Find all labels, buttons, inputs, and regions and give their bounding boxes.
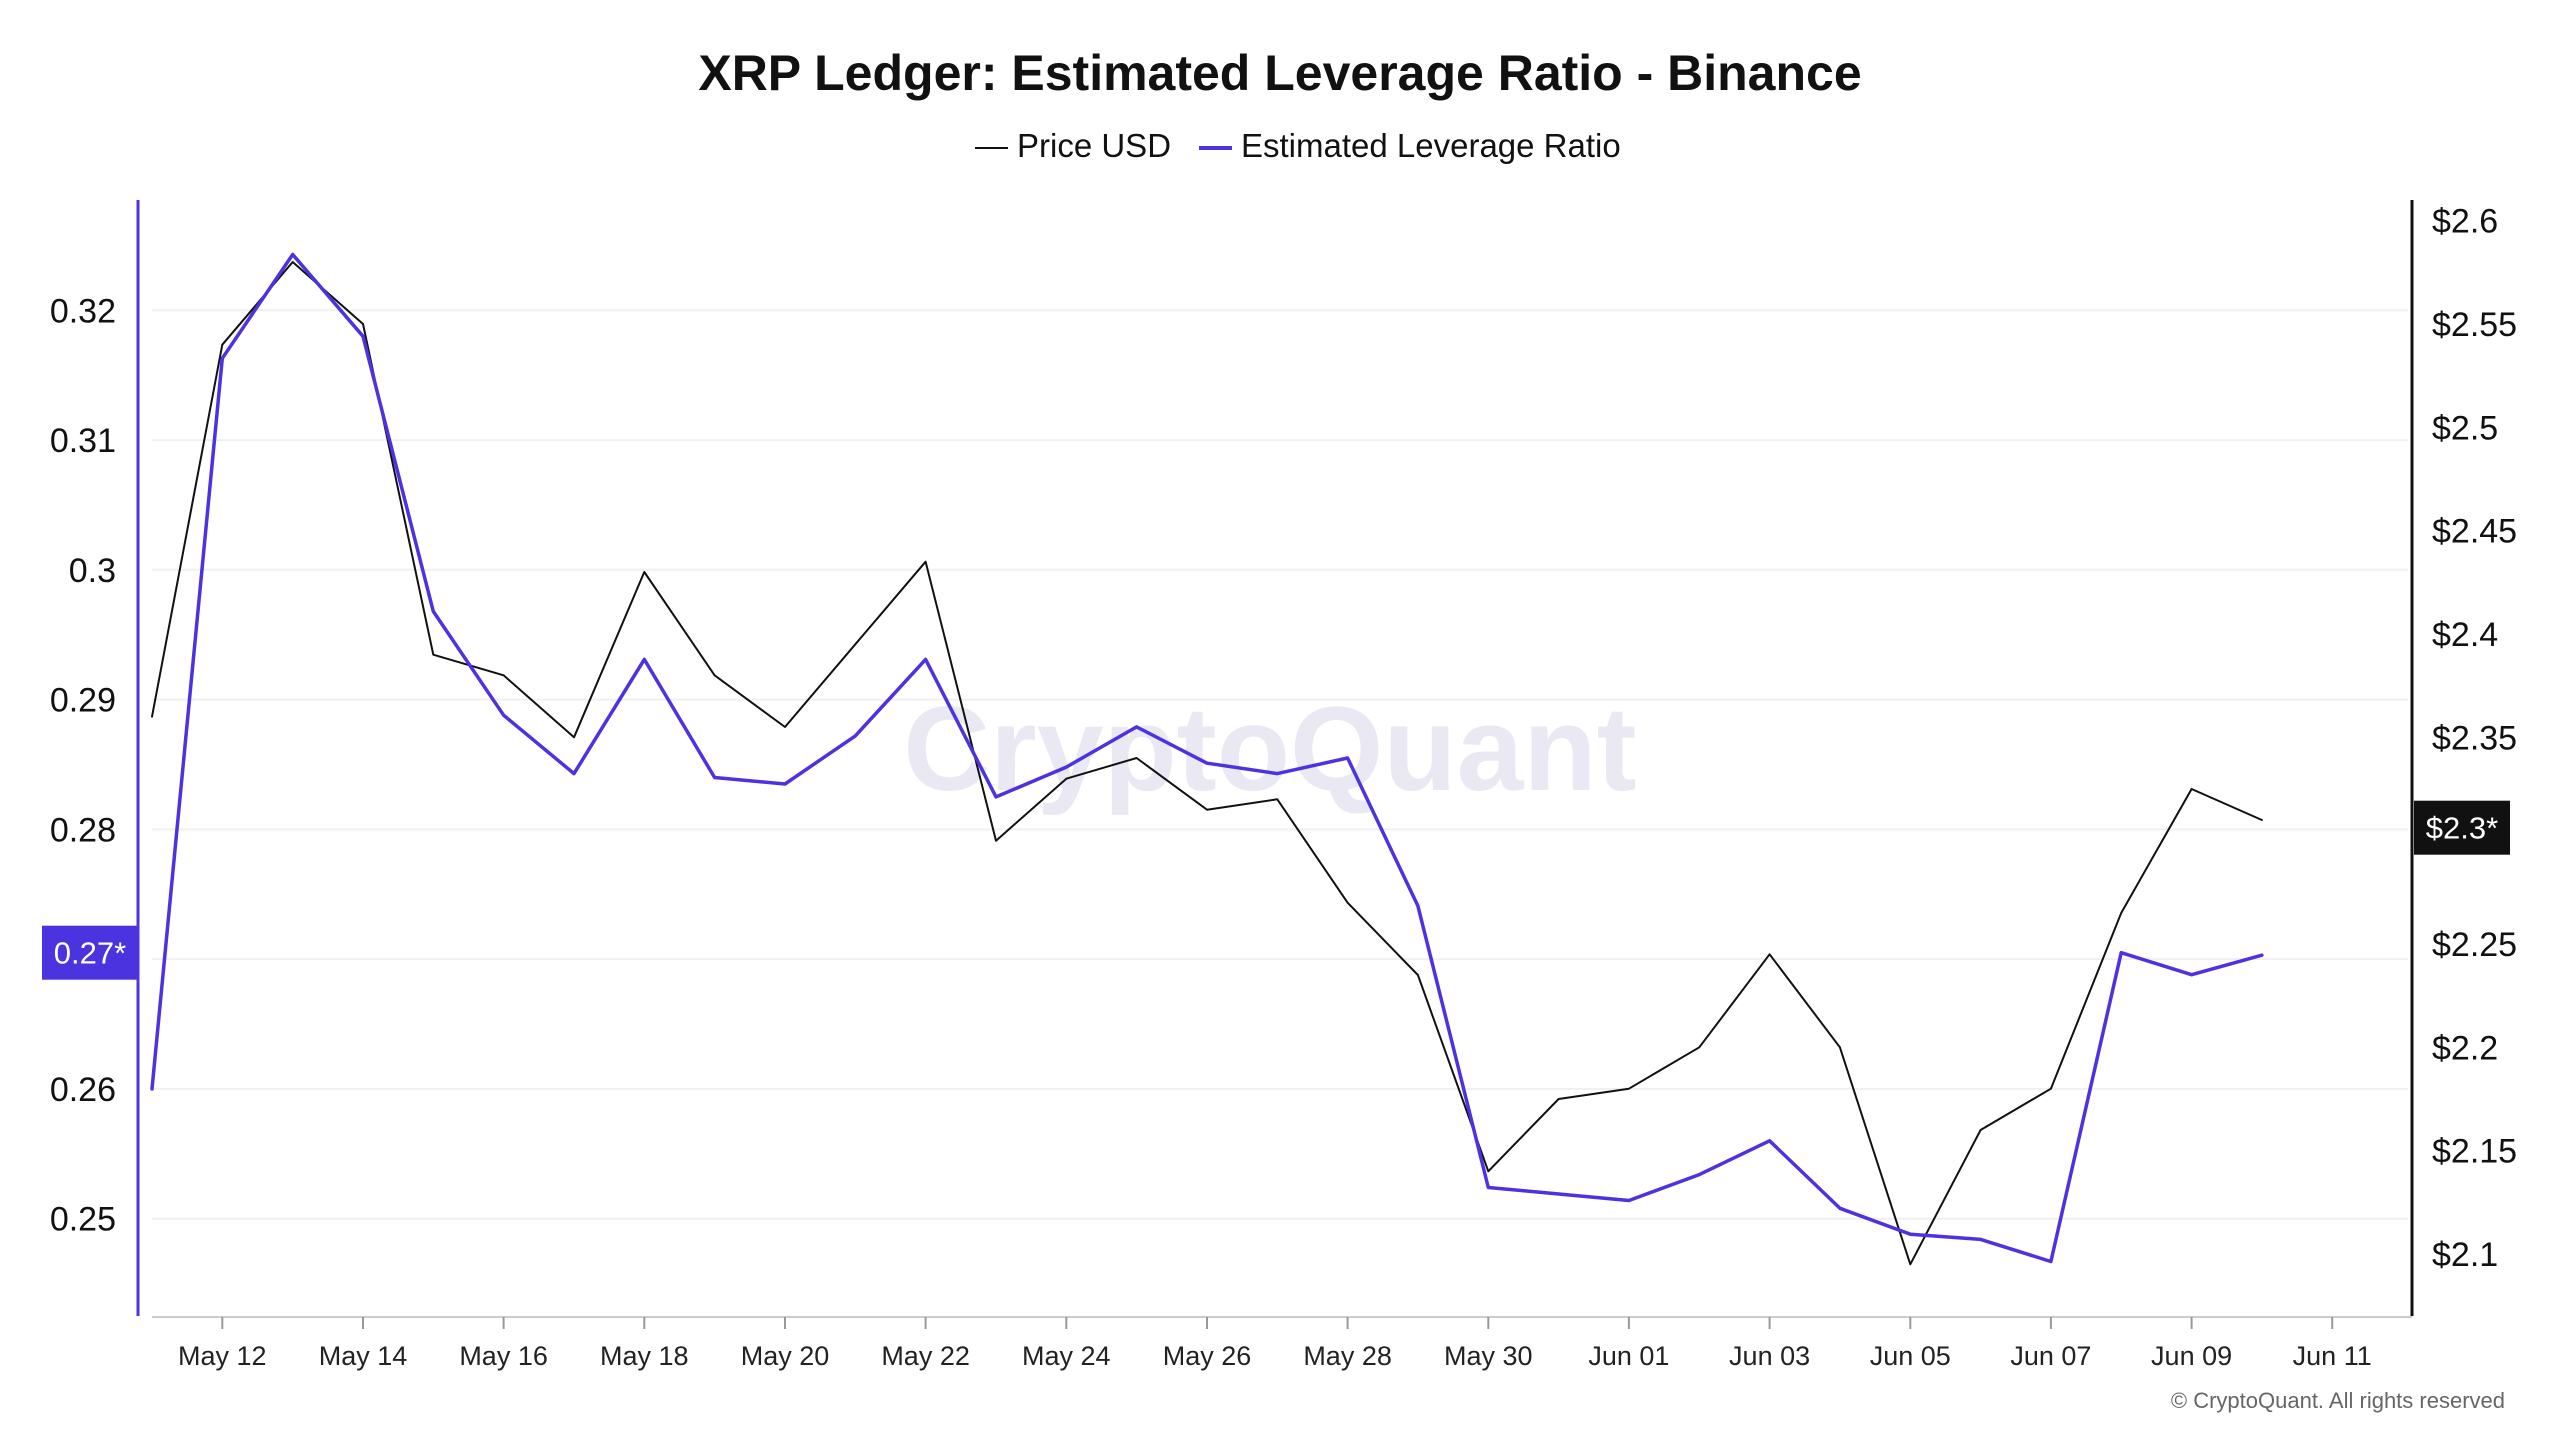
left-tick-label: 0.28 [50,811,116,849]
left-axis-ticks: 0.25 0.26 0.28 0.29 0.3 0.31 0.32 [50,292,116,1238]
legend-label-price-usd[interactable]: Price USD [1017,127,1171,164]
right-tick-label: $2.1 [2432,1236,2498,1274]
right-axis-ticks: $2.1 $2.15 $2.2 $2.25 $2.35 $2.4 $2.45 $2.5 $2.5… [2432,203,2517,1274]
right-tick-label: $2.55 [2432,306,2517,344]
right-tick-label: $2.6 [2432,203,2498,241]
x-tick-label: May 24 [1022,1341,1111,1371]
x-tick-label: May 20 [741,1341,830,1371]
x-axis-ticks: May 12 May 14 May 16 May 18 May 20 May 22 May … [178,1317,2372,1371]
right-tick-label: $2.4 [2432,616,2498,654]
axes [136,200,2414,1318]
x-tick-label: Jun 05 [1870,1341,1951,1371]
current-value-badges: 0.27* $2.3* [42,800,2510,980]
left-current-badge [42,925,138,980]
x-tick-label: Jun 11 [2293,1341,2372,1371]
x-tick-label: May 18 [600,1341,689,1371]
right-tick-label: $2.25 [2432,926,2517,964]
x-tick-label: May 30 [1444,1341,1533,1371]
right-tick-label: $2.45 [2432,513,2517,551]
right-tick-label: $2.15 [2432,1133,2517,1171]
grid-lines [152,309,2408,1220]
right-current-badge-label: $2.3* [2426,811,2498,846]
x-tick-label: May 26 [1163,1341,1252,1371]
copyright-text: © CryptoQuant. All rights reserved [2171,1388,2505,1413]
x-tick-label: May 28 [1303,1341,1392,1371]
left-tick-label: 0.31 [50,422,116,460]
legend-label-leverage-ratio[interactable]: Estimated Leverage Ratio [1241,127,1621,164]
left-tick-label: 0.26 [50,1071,116,1109]
chart-title: XRP Ledger: Estimated Leverage Ratio - B… [698,45,1861,101]
left-tick-label: 0.3 [69,552,116,590]
right-current-badge [2414,800,2510,855]
x-tick-label: Jun 01 [1588,1341,1669,1371]
left-current-badge-label: 0.27* [54,936,126,971]
x-tick-label: Jun 09 [2151,1341,2232,1371]
x-tick-label: Jun 07 [2010,1341,2091,1371]
series-line-estimated-leverage-ratio[interactable] [150,252,2264,1264]
series-line-price-usd[interactable] [151,261,2263,1266]
x-tick-label: May 12 [178,1341,267,1371]
right-tick-label: $2.5 [2432,409,2498,447]
watermark: CryptoQuant [903,682,1636,816]
legend[interactable]: Price USD Estimated Leverage Ratio [975,127,1621,164]
x-tick-label: May 22 [881,1341,970,1371]
x-tick-label: Jun 03 [1729,1341,1810,1371]
left-tick-label: 0.32 [50,292,116,330]
left-tick-label: 0.25 [50,1201,116,1239]
x-tick-label: May 14 [319,1341,408,1371]
right-tick-label: $2.35 [2432,719,2517,757]
right-tick-label: $2.2 [2432,1029,2498,1067]
series-layer [150,252,2264,1266]
left-tick-label: 0.29 [50,682,116,720]
x-tick-label: May 16 [459,1341,548,1371]
